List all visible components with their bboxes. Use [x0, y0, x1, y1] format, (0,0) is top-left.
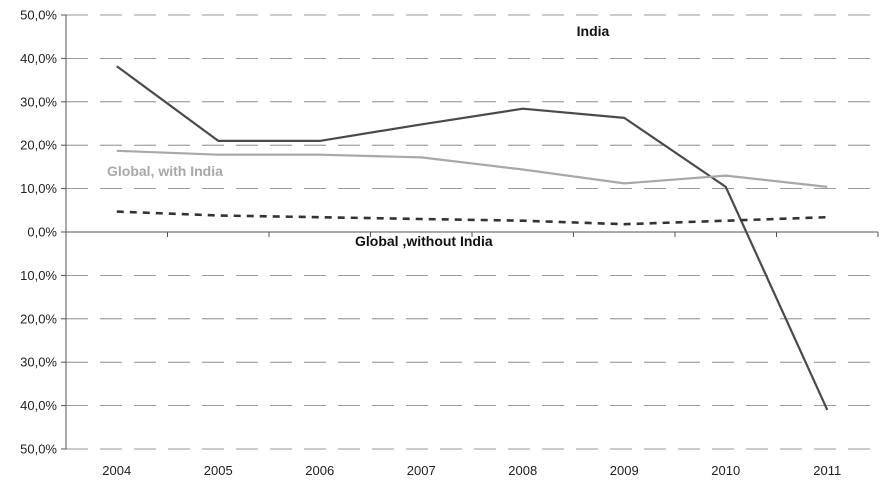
y-tick-labels: 50,0% 40,0% 30,0% 20,0% 10,0% 0,0% 10,0% 20,0% 3…	[20, 8, 57, 457]
y-tick-label: 30,0%	[20, 355, 57, 370]
y-tick-label: 10,0%	[20, 268, 57, 283]
x-tick-labels: 2004 2005 2006 2007 2008 2009 2010 2011	[102, 463, 841, 478]
series-line-global-without-india	[116, 210, 828, 226]
series-line-india	[116, 65, 829, 411]
x-tick-label: 2010	[711, 463, 740, 478]
x-tick-label: 2011	[813, 463, 841, 478]
x-tick-label: 2004	[102, 463, 131, 478]
series-lines	[116, 65, 829, 411]
series-label-global-without-india: Global ,without India	[355, 233, 493, 249]
series-label-global-with-india: Global, with India	[107, 163, 223, 179]
x-tick-label: 2007	[407, 463, 436, 478]
y-tick-label: 40,0%	[20, 51, 57, 66]
series-line-global-with-india	[116, 149, 828, 188]
y-tick-label: 50,0%	[20, 442, 57, 457]
x-tick-label: 2008	[508, 463, 537, 478]
series-label-india: India	[577, 23, 610, 39]
y-tick-label: 20,0%	[20, 311, 57, 326]
y-tick-label: 10,0%	[20, 181, 57, 196]
y-tick-label: 30,0%	[20, 94, 57, 109]
x-tick-label: 2009	[610, 463, 639, 478]
y-tick-label: 50,0%	[20, 8, 57, 23]
y-tick-label: 0,0%	[27, 225, 57, 240]
x-tick-label: 2006	[305, 463, 334, 478]
y-tick-label: 20,0%	[20, 138, 57, 153]
x-tick-label: 2005	[204, 463, 233, 478]
y-tick-label: 40,0%	[20, 398, 57, 413]
axes	[61, 14, 879, 450]
